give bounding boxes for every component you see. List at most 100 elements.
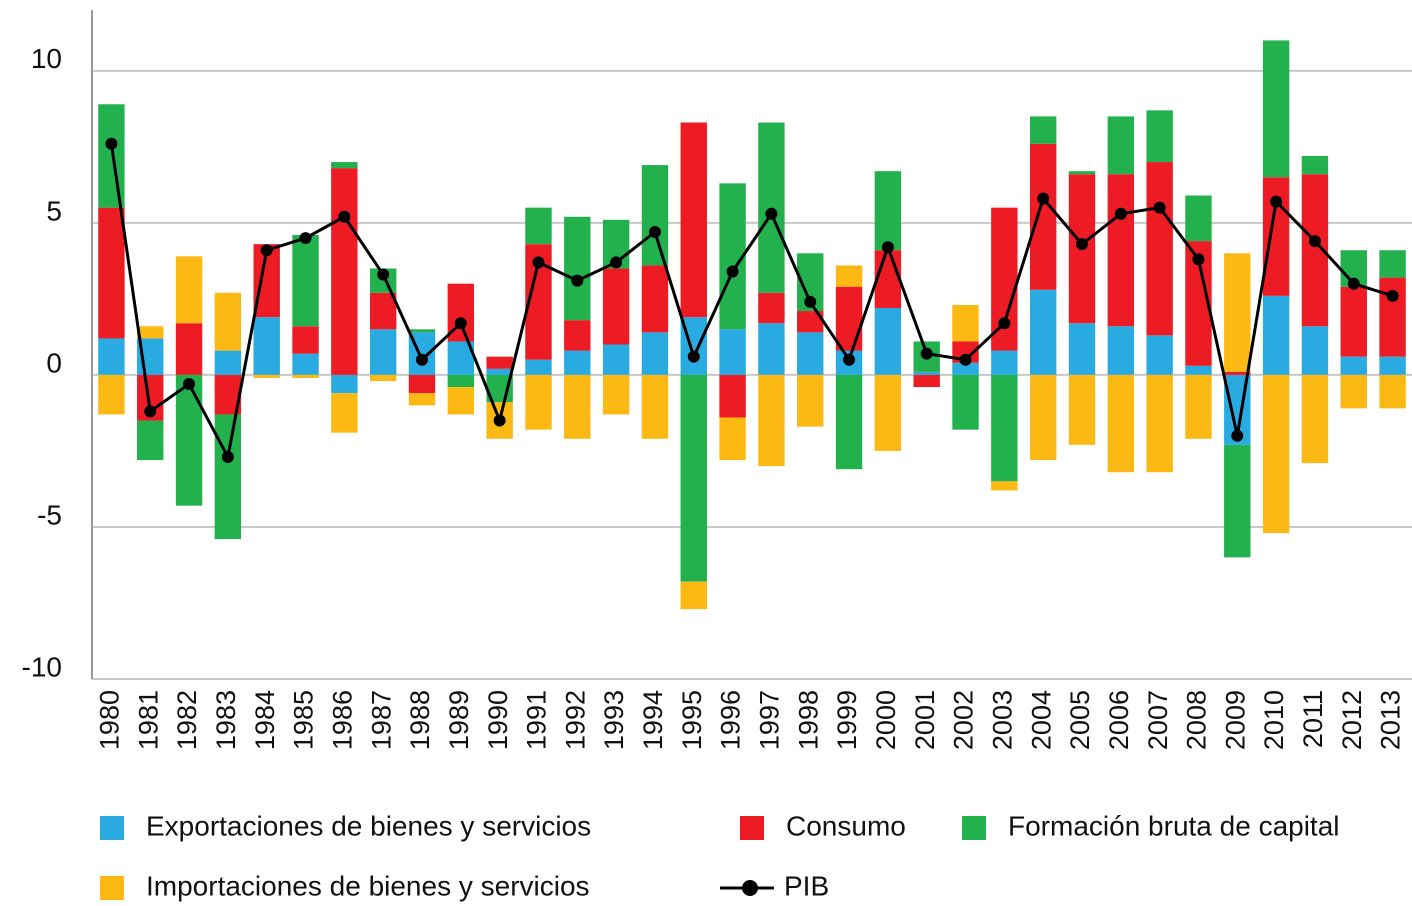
bar-segment <box>1029 374 1057 461</box>
bar-segment <box>1107 116 1135 175</box>
bar-segment <box>1146 374 1173 473</box>
bar-segment <box>680 581 707 610</box>
bar-segment <box>1146 162 1173 336</box>
bar-segment <box>797 311 824 333</box>
bar-segment <box>1185 374 1212 439</box>
x-tick-label: 2003 <box>987 690 1017 750</box>
y-tick-label: 0 <box>46 347 62 378</box>
bar-segment <box>175 323 203 375</box>
bar-segment <box>564 350 591 375</box>
bar-segment <box>98 374 125 415</box>
bar-segment <box>991 350 1018 375</box>
bar-segment <box>447 374 475 388</box>
bar-segment <box>137 326 164 339</box>
point <box>1192 253 1205 266</box>
bar-segment <box>991 481 1018 491</box>
bar-segment <box>564 374 591 439</box>
bar-segment <box>408 374 436 394</box>
bar-segment <box>1068 323 1096 375</box>
point <box>881 241 894 254</box>
bar-segment <box>641 165 669 266</box>
bar-segment <box>486 368 513 375</box>
bar-segment <box>874 171 902 251</box>
bar-segment <box>331 168 358 375</box>
legend-label: Formación bruta de capital <box>1008 810 1340 841</box>
point <box>299 232 312 245</box>
bar-segment <box>874 250 902 309</box>
bar-segment <box>525 374 552 430</box>
x-tick-label: 1980 <box>95 690 125 750</box>
bar-segment <box>1301 326 1329 375</box>
point <box>1231 429 1244 442</box>
bar-segment <box>1262 40 1290 178</box>
point <box>377 268 390 281</box>
bar-segment <box>719 374 746 418</box>
bar-segment <box>369 374 397 381</box>
x-tick-label: 2010 <box>1259 690 1289 750</box>
point <box>493 414 506 427</box>
bar-segment <box>1301 155 1329 175</box>
point <box>959 353 972 366</box>
bar-segment <box>913 374 940 388</box>
point <box>454 317 467 330</box>
point <box>105 137 118 150</box>
bar-segment <box>253 317 280 375</box>
bar-segment <box>564 216 591 321</box>
point <box>144 405 157 418</box>
x-tick-label: 1987 <box>366 690 396 750</box>
x-tick-label: 1981 <box>133 690 163 750</box>
bar-segment <box>797 332 824 375</box>
y-tick-label: 5 <box>46 195 62 226</box>
bar-segment <box>1224 444 1251 558</box>
bar-segment <box>292 326 319 354</box>
x-tick-label: 2011 <box>1298 690 1328 748</box>
bar-segment <box>175 374 203 506</box>
legend-marker <box>742 880 758 896</box>
bar-segment <box>952 362 979 375</box>
x-tick-label: 2007 <box>1143 690 1173 750</box>
legend-swatch <box>100 876 124 900</box>
bar-segment <box>1029 289 1057 375</box>
bar-segment <box>835 286 863 351</box>
bar-segment <box>137 420 164 461</box>
bar-segment <box>952 374 979 430</box>
bar-segment <box>1107 326 1135 375</box>
bar-segment <box>1029 143 1057 290</box>
point <box>648 225 661 238</box>
bar-segment <box>758 122 785 293</box>
x-tick-label: 2012 <box>1337 690 1367 750</box>
bar-segment <box>486 356 513 369</box>
legend-label: Consumo <box>786 810 906 841</box>
bar-segment <box>214 292 242 351</box>
bar-segment <box>797 374 824 427</box>
x-tick-label: 1997 <box>755 690 785 750</box>
bar-segment <box>214 414 242 540</box>
point <box>804 295 817 308</box>
x-tick-label: 2009 <box>1220 690 1250 750</box>
point <box>843 353 856 366</box>
bar-segment <box>1185 365 1212 375</box>
point <box>1037 192 1050 205</box>
x-tick-label: 1998 <box>793 690 823 750</box>
bar-segment <box>991 374 1018 482</box>
point <box>687 350 700 363</box>
bar-segment <box>680 374 707 582</box>
point <box>610 256 623 269</box>
bar-segment <box>447 387 475 415</box>
bar-segment <box>1107 374 1135 473</box>
x-tick-label: 1992 <box>560 690 590 750</box>
bar-segment <box>641 332 669 375</box>
point <box>726 265 739 278</box>
bar-segment <box>292 235 319 327</box>
bar-segment <box>1068 374 1096 445</box>
bar-segment <box>719 417 746 461</box>
bar-segment <box>874 374 902 451</box>
x-tick-label: 1993 <box>599 690 629 750</box>
legend-label: PIB <box>784 870 829 901</box>
x-tick-label: 2001 <box>910 690 940 750</box>
x-tick-label: 1989 <box>444 690 474 750</box>
point <box>221 451 234 464</box>
x-tick-label: 1988 <box>405 690 435 750</box>
bar-segment <box>525 359 552 375</box>
